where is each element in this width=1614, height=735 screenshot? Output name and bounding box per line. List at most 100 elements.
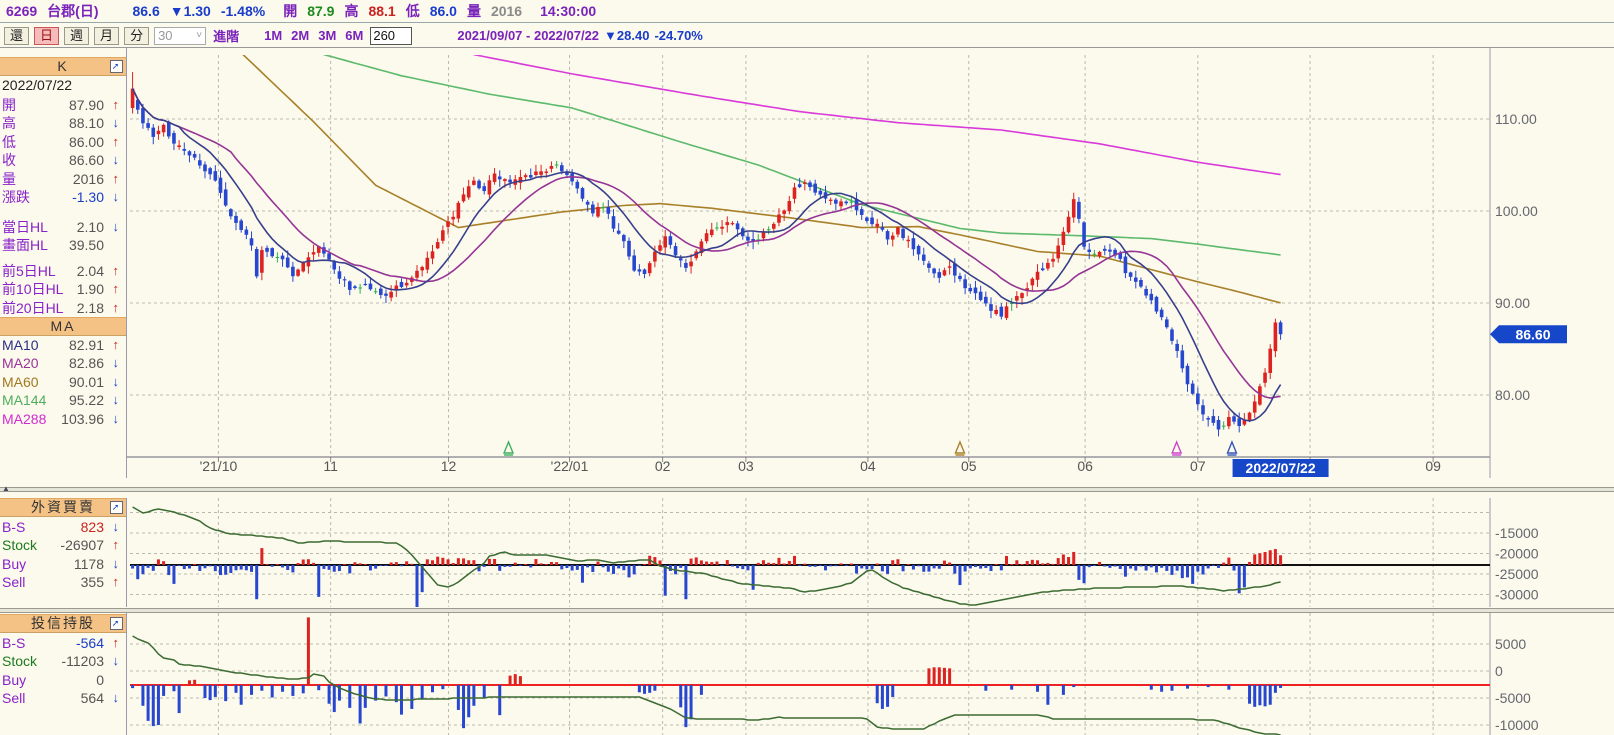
candle	[580, 188, 585, 199]
trust-panel-header[interactable]: 投信持股 ➚	[0, 614, 126, 633]
period-day-button[interactable]: 日	[34, 26, 60, 45]
flow-bar	[1253, 554, 1257, 565]
candle	[528, 175, 533, 178]
ma-panel-header[interactable]: MA	[0, 317, 126, 336]
candle	[647, 263, 652, 274]
flow-bar	[684, 685, 688, 728]
candle	[1221, 425, 1226, 427]
bars-count-input[interactable]	[370, 26, 413, 45]
foreign-investors-chart[interactable]: -15000 -20000 -25000 -30000	[127, 498, 1614, 608]
investment-trust-chart[interactable]: 5000 0 -5000 -10000	[127, 613, 1614, 735]
candle	[223, 189, 228, 206]
candle	[389, 291, 393, 298]
splitter-2[interactable]	[0, 607, 1614, 613]
candle	[1180, 350, 1185, 369]
flow-bar	[948, 562, 952, 565]
flow-bar	[891, 560, 895, 565]
flow-bar	[193, 564, 197, 565]
period-minute-button[interactable]: 分	[124, 26, 150, 45]
flow-bar	[746, 565, 750, 571]
candle	[632, 255, 636, 271]
flow-bar	[332, 685, 336, 713]
flow-bar	[1103, 565, 1107, 567]
splitter-1[interactable]: ▲	[0, 478, 1614, 498]
candle	[725, 222, 730, 226]
popout-icon[interactable]: ➚	[110, 60, 123, 73]
flow-bar	[637, 685, 641, 693]
flow-bar	[1129, 565, 1133, 569]
flow-bar	[312, 562, 316, 565]
candle	[1252, 401, 1257, 413]
flow-bar	[394, 685, 398, 703]
candle	[554, 164, 559, 166]
candle	[803, 182, 807, 184]
flow-bar	[1072, 685, 1076, 688]
ma144-row: MA144 95.22 ↓	[2, 392, 119, 408]
candle	[1030, 278, 1035, 286]
candle	[673, 246, 678, 256]
range-1m-button[interactable]: 1M	[264, 28, 283, 43]
candle	[342, 279, 347, 281]
flow-bar	[1185, 565, 1189, 578]
flow-bar	[973, 565, 977, 568]
period-week-button[interactable]: 週	[64, 26, 90, 45]
flow-bar	[358, 563, 362, 565]
range-2m-button[interactable]: 2M	[291, 28, 310, 43]
foreign-panel-header[interactable]: 外資買賣 ➚	[0, 498, 126, 517]
restore-button[interactable]: 還	[4, 26, 30, 45]
flow-bar	[296, 563, 300, 565]
candle	[435, 242, 440, 249]
flow-bar	[343, 564, 347, 565]
flow-bar	[337, 565, 341, 572]
flow-bar	[1206, 685, 1210, 688]
flow-bar	[1227, 557, 1231, 565]
popout-icon[interactable]: ➚	[110, 501, 123, 514]
popout-icon[interactable]: ➚	[110, 617, 123, 630]
flow-bar	[255, 565, 259, 600]
flow-bar	[792, 555, 796, 565]
candle	[766, 229, 771, 231]
flow-bar	[1170, 565, 1174, 575]
flow-bar	[1242, 565, 1246, 588]
flow-bar	[824, 565, 828, 571]
period-month-button[interactable]: 月	[94, 26, 120, 45]
flow-bar	[844, 565, 848, 566]
candle	[492, 173, 497, 182]
candle	[958, 275, 962, 280]
range-3m-button[interactable]: 3M	[318, 28, 337, 43]
flow-bar	[368, 565, 372, 571]
candle	[642, 269, 647, 274]
k-panel-header[interactable]: K ➚	[0, 57, 126, 76]
flow-bar	[513, 562, 517, 565]
candle	[358, 287, 362, 289]
candle	[1278, 322, 1283, 335]
flow-bar	[1051, 564, 1055, 565]
flow-bar	[777, 557, 781, 565]
flow-bar	[891, 685, 895, 697]
candle	[999, 306, 1004, 317]
flow-bar	[353, 562, 357, 565]
candlestick-chart[interactable]: 110.00 100.00 90.00 80.00 '21/10 11 12 '22/01 02…	[127, 48, 1614, 478]
x-axis-label: 04	[860, 458, 876, 474]
range-6m-button[interactable]: 6M	[345, 28, 364, 43]
candle	[1139, 280, 1143, 287]
volume-value: 2016	[490, 3, 523, 19]
flow-bar	[1196, 565, 1200, 572]
advanced-link[interactable]: 進階	[213, 29, 240, 44]
flow-bar	[177, 565, 181, 566]
minute-select[interactable]: 30 ˅	[154, 26, 207, 45]
trust-panel-title: 投信持股	[31, 615, 95, 631]
flow-bar	[1010, 685, 1014, 690]
candle	[425, 257, 430, 270]
flow-bar	[1263, 552, 1267, 565]
candle	[203, 164, 207, 172]
candle	[466, 186, 471, 198]
splitter-collapse-icon[interactable]: ▲	[2, 484, 10, 493]
flow-bar	[167, 565, 171, 576]
flow-bar	[984, 565, 988, 569]
flow-bar	[725, 560, 729, 565]
candle	[591, 204, 595, 214]
flow-bar	[1082, 565, 1086, 584]
flow-bar	[1087, 565, 1091, 568]
candle	[947, 266, 952, 268]
